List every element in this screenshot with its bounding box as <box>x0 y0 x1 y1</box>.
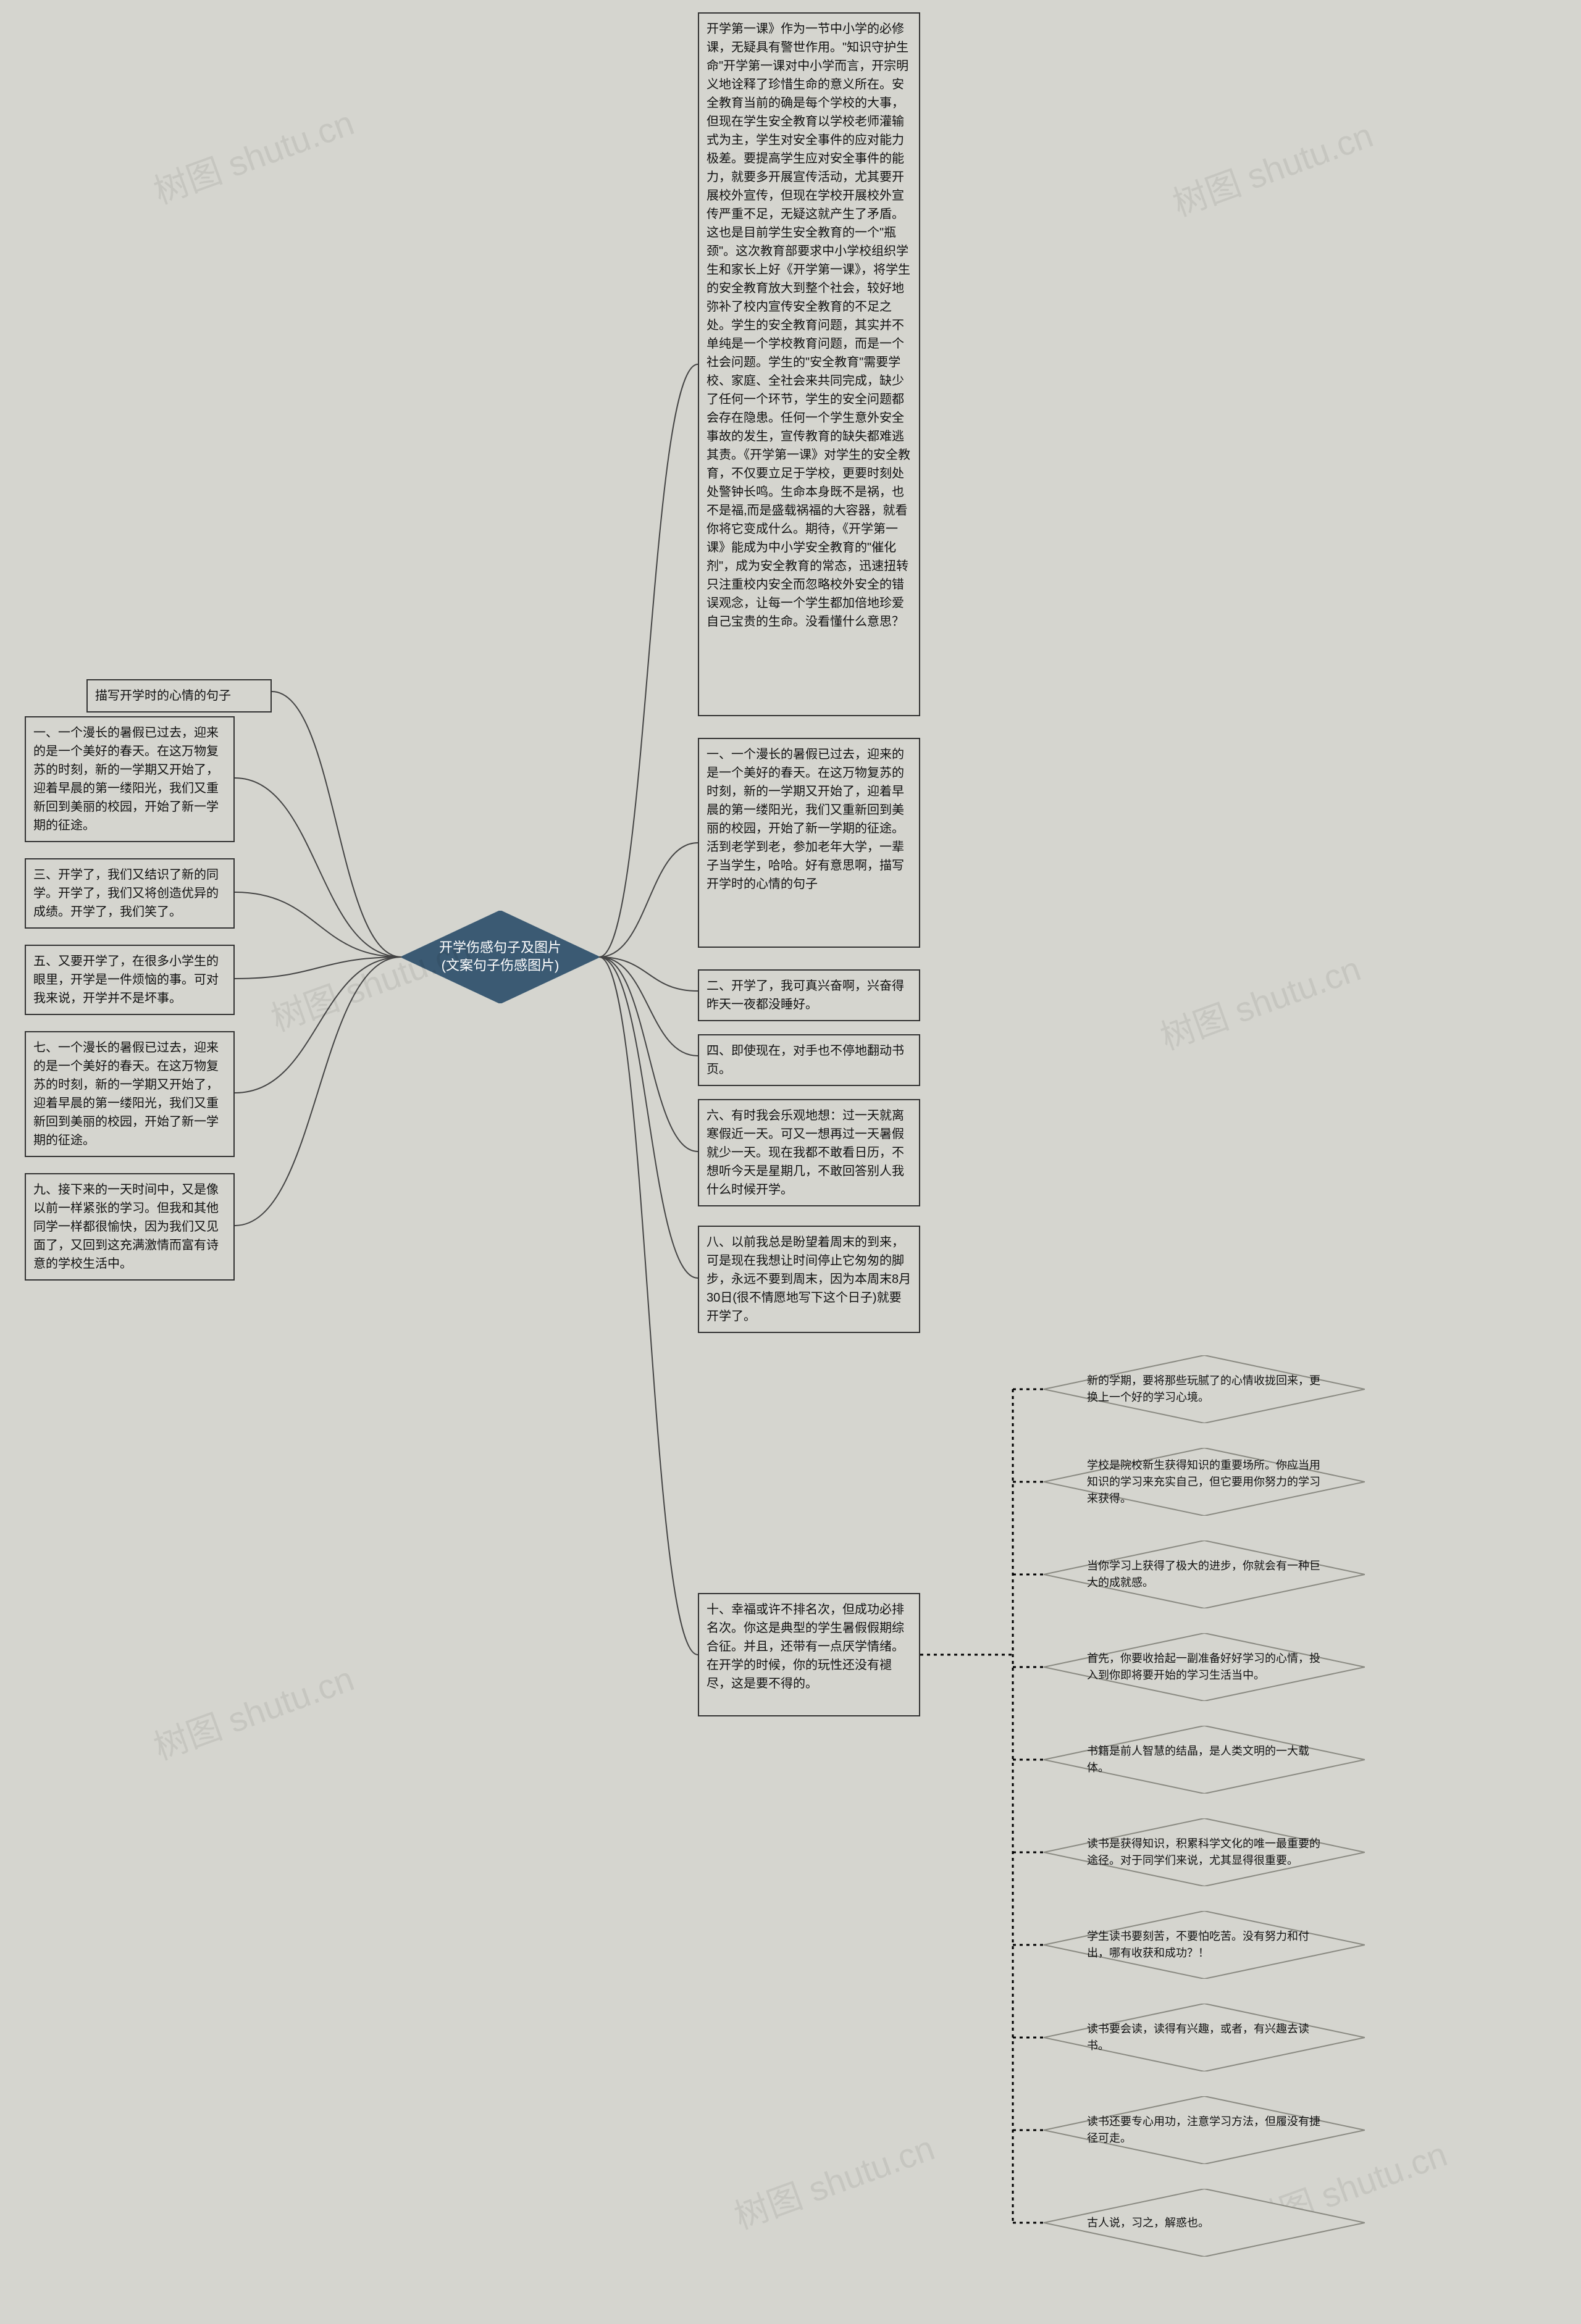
leaf-text: 读书是获得知识，积累科学文化的唯一最重要的途径。对于同学们来说，尤其显得很重要。 <box>1087 1825 1322 1880</box>
leaf-text: 读书要会读，读得有兴趣，或者，有兴趣去读书。 <box>1087 2010 1322 2065</box>
mindmap-node-left-4: 七、一个漫长的暑假已过去，迎来的是一个美好的春天。在这万物复苏的时刻，新的一学期… <box>25 1031 235 1157</box>
root-node: 开学伤感句子及图片(文案句子伤感图片) <box>401 911 599 1003</box>
leaf-text: 新的学期，要将那些玩腻了的心情收拢回来，更换上一个好的学习心境。 <box>1087 1361 1322 1417</box>
mindmap-node-right-1: 一、一个漫长的暑假已过去，迎来的是一个美好的春天。在这万物复苏的时刻，新的一学期… <box>698 738 920 948</box>
root-title: 开学伤感句子及图片(文案句子伤感图片) <box>401 911 599 1003</box>
node-text: 三、开学了，我们又结识了新的同学。开学了，我们又将创造优异的成绩。开学了，我们笑… <box>33 868 219 919</box>
leaf-text: 学校是院校新生获得知识的重要场所。你应当用知识的学习来充实自己，但它要用你努力的… <box>1087 1454 1322 1510</box>
node-text: 十、幸福或许不排名次，但成功必排名次。你这是典型的学生暑假假期综合征。并且，还带… <box>707 1603 904 1691</box>
node-text: 六、有时我会乐观地想：过一天就离寒假近一天。可又一想再过一天暑假就少一天。现在我… <box>707 1109 904 1197</box>
leaf-node-8: 读书还要专心用功，注意学习方法，但履没有捷径可走。 <box>1044 2096 1365 2164</box>
mindmap-node-right-3: 四、即使现在，对手也不停地翻动书页。 <box>698 1034 920 1086</box>
mindmap-node-left-1: 一、一个漫长的暑假已过去，迎来的是一个美好的春天。在这万物复苏的时刻，新的一学期… <box>25 716 235 842</box>
node-text: 八、以前我总是盼望着周末的到来，可是现在我想让时间停止它匆匆的脚步，永远不要到周… <box>707 1235 911 1323</box>
mindmap-node-left-5: 九、接下来的一天时间中，又是像以前一样紧张的学习。但我和其他同学一样都很愉快，因… <box>25 1173 235 1281</box>
leaf-node-9: 古人说，习之，解惑也。 <box>1044 2189 1365 2257</box>
leaf-text: 首先，你要收拾起一副准备好好学习的心情，投入到你即将要开始的学习生活当中。 <box>1087 1639 1322 1695</box>
node-text: 七、一个漫长的暑假已过去，迎来的是一个美好的春天。在这万物复苏的时刻，新的一学期… <box>33 1041 219 1147</box>
node-text: 九、接下来的一天时间中，又是像以前一样紧张的学习。但我和其他同学一样都很愉快，因… <box>33 1183 219 1271</box>
leaf-node-1: 学校是院校新生获得知识的重要场所。你应当用知识的学习来充实自己，但它要用你努力的… <box>1044 1448 1365 1516</box>
mindmap-node-right-2: 二、开学了，我可真兴奋啊，兴奋得昨天一夜都没睡好。 <box>698 969 920 1021</box>
leaf-text: 古人说，习之，解惑也。 <box>1087 2195 1322 2251</box>
leaf-text: 书籍是前人智慧的结晶，是人类文明的一大载体。 <box>1087 1732 1322 1787</box>
node-text: 描写开学时的心情的句子 <box>95 689 231 703</box>
leaf-node-2: 当你学习上获得了极大的进步，你就会有一种巨大的成就感。 <box>1044 1540 1365 1608</box>
node-text: 四、即使现在，对手也不停地翻动书页。 <box>707 1044 904 1076</box>
mindmap-node-right-0: 开学第一课》作为一节中小学的必修课，无疑具有警世作用。"知识守护生命"开学第一课… <box>698 12 920 716</box>
leaf-node-7: 读书要会读，读得有兴趣，或者，有兴趣去读书。 <box>1044 2004 1365 2071</box>
leaf-text: 学生读书要刻苦，不要怕吃苦。没有努力和付出，哪有收获和成功？！ <box>1087 1917 1322 1973</box>
mindmap-node-right-6: 十、幸福或许不排名次，但成功必排名次。你这是典型的学生暑假假期综合征。并且，还带… <box>698 1593 920 1716</box>
leaf-node-5: 读书是获得知识，积累科学文化的唯一最重要的途径。对于同学们来说，尤其显得很重要。 <box>1044 1818 1365 1886</box>
mindmap-node-left-3: 五、又要开学了，在很多小学生的眼里，开学是一件烦恼的事。可对我来说，开学并不是坏… <box>25 945 235 1015</box>
mindmap-node-left-2: 三、开学了，我们又结识了新的同学。开学了，我们又将创造优异的成绩。开学了，我们笑… <box>25 858 235 929</box>
mindmap-canvas: 开学伤感句子及图片(文案句子伤感图片) 树图 shutu.cn树图 shutu.… <box>0 0 1581 2324</box>
node-text: 二、开学了，我可真兴奋啊，兴奋得昨天一夜都没睡好。 <box>707 979 904 1011</box>
node-text: 五、又要开学了，在很多小学生的眼里，开学是一件烦恼的事。可对我来说，开学并不是坏… <box>33 955 219 1005</box>
mindmap-node-right-5: 八、以前我总是盼望着周末的到来，可是现在我想让时间停止它匆匆的脚步，永远不要到周… <box>698 1226 920 1333</box>
leaf-text: 当你学习上获得了极大的进步，你就会有一种巨大的成就感。 <box>1087 1547 1322 1602</box>
mindmap-node-right-4: 六、有时我会乐观地想：过一天就离寒假近一天。可又一想再过一天暑假就少一天。现在我… <box>698 1099 920 1206</box>
node-text: 一、一个漫长的暑假已过去，迎来的是一个美好的春天。在这万物复苏的时刻，新的一学期… <box>33 726 219 832</box>
leaf-node-3: 首先，你要收拾起一副准备好好学习的心情，投入到你即将要开始的学习生活当中。 <box>1044 1633 1365 1701</box>
mindmap-node-left-0: 描写开学时的心情的句子 <box>86 679 272 713</box>
leaf-text: 读书还要专心用功，注意学习方法，但履没有捷径可走。 <box>1087 2102 1322 2158</box>
node-text: 开学第一课》作为一节中小学的必修课，无疑具有警世作用。"知识守护生命"开学第一课… <box>707 22 910 629</box>
node-text: 一、一个漫长的暑假已过去，迎来的是一个美好的春天。在这万物复苏的时刻，新的一学期… <box>707 748 904 891</box>
leaf-node-0: 新的学期，要将那些玩腻了的心情收拢回来，更换上一个好的学习心境。 <box>1044 1355 1365 1423</box>
leaf-node-4: 书籍是前人智慧的结晶，是人类文明的一大载体。 <box>1044 1726 1365 1794</box>
leaf-node-6: 学生读书要刻苦，不要怕吃苦。没有努力和付出，哪有收获和成功？！ <box>1044 1911 1365 1979</box>
